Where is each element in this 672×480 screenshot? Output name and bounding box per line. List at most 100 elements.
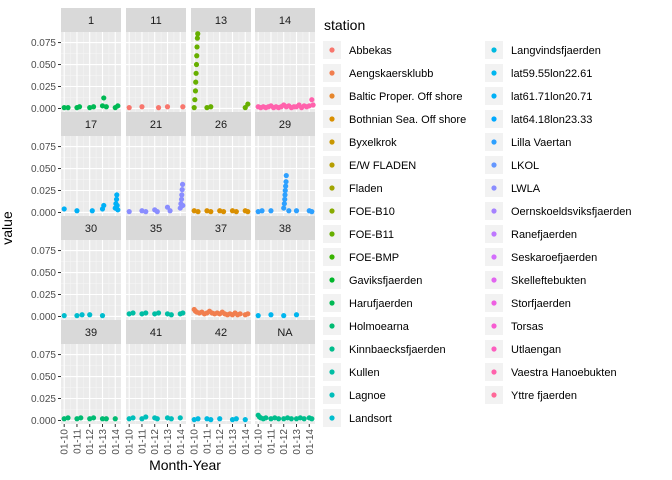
panel-background [191,32,251,112]
legend-swatch [329,93,335,99]
legend-swatch [491,185,497,191]
data-point [286,208,292,214]
panel-background [126,32,186,112]
legend-entry-label: Holmoearna [349,321,410,333]
data-point [154,416,160,422]
data-point [168,312,174,318]
legend-swatch [329,70,335,76]
legend-swatch [329,254,335,260]
facet-strip-label: 39 [85,327,97,339]
panel-background [61,344,121,424]
legend-entry-label: Lagnoe [349,390,386,402]
data-point [90,104,97,110]
data-point [113,196,120,202]
data-point [301,416,307,422]
data-point [268,312,274,318]
data-point [177,415,183,421]
facet-strip [191,8,251,32]
data-point [78,415,84,421]
legend-entry-label: Skelleftebukten [511,275,586,287]
legend-swatch [491,116,497,122]
facet-strip-label: 30 [85,223,97,235]
data-point [255,313,261,319]
data-point [192,97,198,103]
data-point [130,415,136,421]
data-point [130,310,136,316]
panel-background [61,32,121,112]
facet-strip [255,8,315,32]
data-point [259,208,265,214]
facet-strip [61,320,121,344]
legend-entry-label: LWLA [511,183,541,195]
legend-swatch [329,208,335,214]
data-point [309,97,315,103]
data-point [282,187,288,194]
data-point [194,35,200,41]
facet-strip-label: 17 [85,119,97,131]
facet-strip-label: NA [277,327,293,339]
data-point [115,207,121,213]
legend-swatch [329,346,335,352]
data-point [309,209,315,215]
data-point [143,414,149,420]
data-point [180,202,186,209]
data-point [126,209,132,215]
data-point [155,310,162,316]
panel-background [126,344,186,424]
legend-swatch [491,300,497,306]
legend-swatch [329,277,335,283]
data-point [191,105,197,111]
x-tick-label: 01-14 [176,429,187,455]
facet-strip [126,8,186,32]
legend-entry-label: Utlaengan [511,344,561,356]
data-point [193,79,199,85]
legend-entry-label: FOE-BMP [349,252,399,264]
legend-entry-label: Bothnian Sea. Off shore [349,114,466,126]
legend-entry-label: Kullen [349,367,380,379]
data-point [281,201,287,207]
legend-swatch [329,415,335,421]
data-point [74,313,80,319]
legend: station Abbekas Aengskaersklubb Baltic Pro… [323,17,631,427]
data-point [179,187,185,193]
y-tick-label: 0.050 [31,268,56,279]
data-point [245,101,251,107]
data-point [233,416,239,422]
data-point [79,312,85,318]
legend-swatch [491,93,497,99]
facet-strip-label: 13 [215,15,227,27]
data-point [282,192,288,198]
data-point [114,202,120,209]
data-point [283,172,289,179]
legend-swatch [491,139,497,145]
data-point [242,417,248,423]
facet-strip-label: 26 [215,119,227,131]
panel-background [191,136,251,216]
legend-entry-label: lat64.18lon23.33 [511,114,592,126]
legend-entry-label: Harufjaerden [349,298,413,310]
legend-entry-label: LKOL [511,160,539,172]
data-point [76,104,83,110]
y-tick-label: 0.000 [31,208,56,219]
facet-strip-label: 37 [215,223,227,235]
legend-entry-label: Baltic Proper. Off shore [349,91,463,103]
y-tick-label: 0.025 [31,290,56,301]
data-point [282,196,288,202]
panel-background [191,344,251,424]
facet-strip [61,8,121,32]
facet-strip [126,320,186,344]
data-point [154,209,160,215]
facet-strip [126,112,186,136]
x-tick-label: 01-11 [137,429,148,454]
legend-entry-label: Gaviksfjaerden [349,275,422,287]
data-point [217,416,223,422]
data-point [89,208,95,214]
legend-entry-label: Ranefjaerden [511,229,577,241]
data-point [195,31,201,37]
legend-entry-label: Fladen [349,183,383,195]
legend-entry-label: Oernskoeldsviksfjaerden [511,206,631,218]
data-point [195,209,201,215]
data-point [193,61,200,68]
facet-strip [61,216,121,240]
facet-strip-label: 29 [279,119,291,131]
